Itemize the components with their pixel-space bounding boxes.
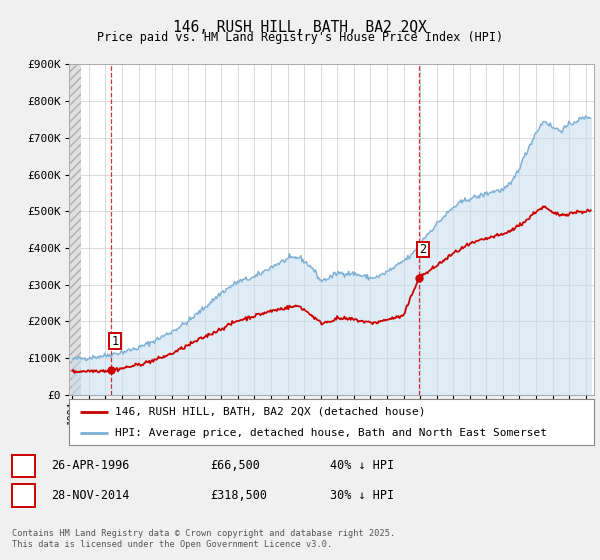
Text: 30% ↓ HPI: 30% ↓ HPI [330,489,394,502]
Text: Contains HM Land Registry data © Crown copyright and database right 2025.
This d: Contains HM Land Registry data © Crown c… [12,529,395,549]
Text: 28-NOV-2014: 28-NOV-2014 [51,489,130,502]
Text: 146, RUSH HILL, BATH, BA2 2QX: 146, RUSH HILL, BATH, BA2 2QX [173,20,427,35]
Text: 1: 1 [112,334,118,348]
FancyBboxPatch shape [109,333,121,349]
Text: 26-APR-1996: 26-APR-1996 [51,459,130,473]
Text: 146, RUSH HILL, BATH, BA2 2QX (detached house): 146, RUSH HILL, BATH, BA2 2QX (detached … [115,407,426,417]
Text: £66,500: £66,500 [210,459,260,473]
Text: 1: 1 [20,459,27,473]
Text: 2: 2 [20,489,27,502]
Text: Price paid vs. HM Land Registry's House Price Index (HPI): Price paid vs. HM Land Registry's House … [97,31,503,44]
Text: £318,500: £318,500 [210,489,267,502]
Text: 40% ↓ HPI: 40% ↓ HPI [330,459,394,473]
FancyBboxPatch shape [416,241,429,257]
Text: 2: 2 [419,242,427,256]
Text: HPI: Average price, detached house, Bath and North East Somerset: HPI: Average price, detached house, Bath… [115,428,547,438]
